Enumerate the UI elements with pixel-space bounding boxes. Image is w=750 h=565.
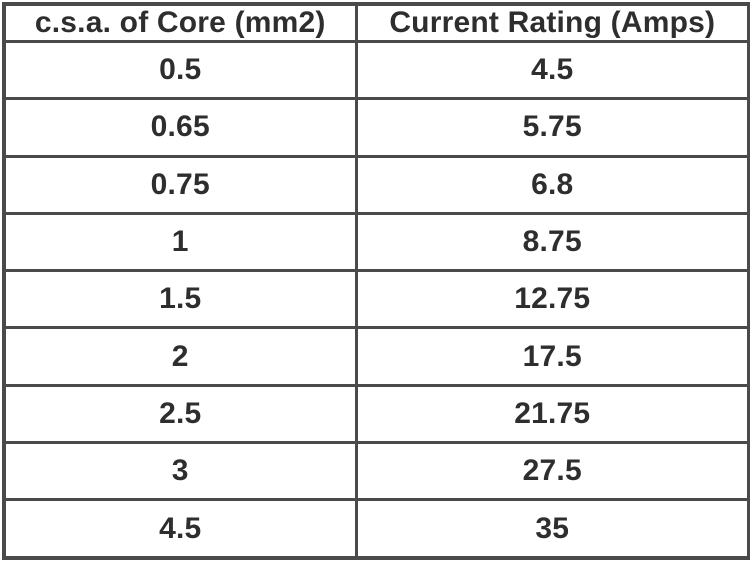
cell-csa: 0.65 (2, 97, 358, 158)
table-row: 2 17.5 (2, 326, 750, 387)
header-cell-csa: c.s.a. of Core (mm2) (2, 2, 358, 43)
cell-current: 12.75 (354, 269, 750, 330)
cell-current: 5.75 (354, 97, 750, 158)
cell-current: 17.5 (354, 326, 750, 387)
table-row: 2.5 21.75 (2, 383, 750, 445)
table-row: 0.65 5.75 (2, 97, 750, 158)
cell-csa: 0.75 (2, 154, 358, 215)
table-row: 3 27.5 (2, 441, 750, 502)
cell-csa: 2.5 (2, 383, 358, 445)
table-row: 1 8.75 (2, 211, 750, 273)
table-row: 4.5 35 (2, 498, 750, 560)
table-row: 0.75 6.8 (2, 154, 750, 215)
cell-csa: 1.5 (2, 269, 358, 330)
header-row: c.s.a. of Core (mm2) Current Rating (Amp… (2, 2, 750, 43)
cell-csa: 2 (2, 326, 358, 387)
cell-current: 21.75 (354, 383, 750, 445)
table-row: 0.5 4.5 (2, 39, 750, 101)
cell-current: 4.5 (354, 39, 750, 101)
cell-csa: 0.5 (2, 39, 358, 101)
cell-current: 8.75 (354, 211, 750, 273)
table-row: 1.5 12.75 (2, 269, 750, 330)
header-cell-current-rating: Current Rating (Amps) (354, 2, 750, 43)
cell-csa: 3 (2, 441, 358, 502)
cell-current: 35 (354, 498, 750, 560)
cell-current: 27.5 (354, 441, 750, 502)
cell-csa: 1 (2, 211, 358, 273)
cell-current: 6.8 (354, 154, 750, 215)
cell-csa: 4.5 (2, 498, 358, 560)
